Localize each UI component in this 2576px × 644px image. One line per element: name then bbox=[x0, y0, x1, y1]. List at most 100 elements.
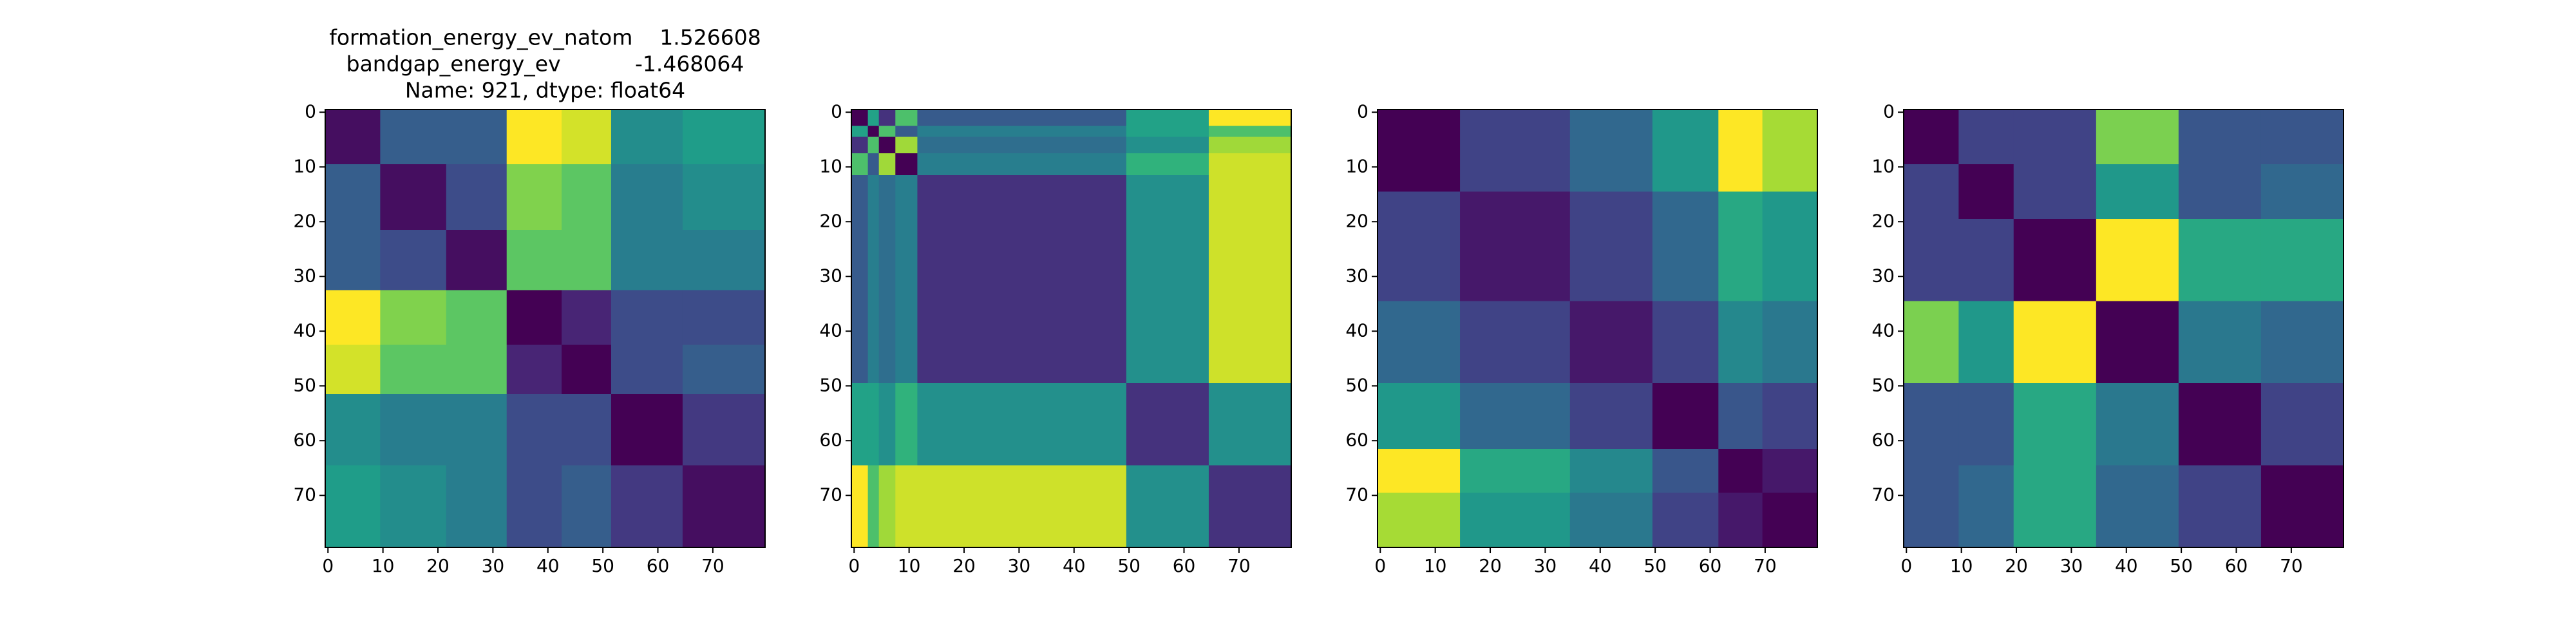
heatmap-cell bbox=[1460, 493, 1571, 548]
heatmap-cell bbox=[1208, 109, 1292, 126]
heatmap-cell bbox=[2260, 164, 2344, 220]
y-tick-label: 60 bbox=[1345, 429, 1368, 450]
heatmap-cell bbox=[867, 109, 880, 126]
heatmap-cell bbox=[1762, 109, 1818, 192]
heatmap-cell bbox=[895, 137, 918, 154]
x-tick-label: 30 bbox=[2060, 555, 2083, 576]
heatmap-cell bbox=[1208, 137, 1292, 154]
y-tick-label: 20 bbox=[819, 210, 842, 231]
heatmap-cell bbox=[1569, 301, 1653, 384]
heatmap-cell bbox=[2096, 219, 2179, 301]
x-tick-label: 70 bbox=[1754, 555, 1777, 576]
heatmap-cell bbox=[2013, 219, 2097, 301]
y-tick-label: 30 bbox=[819, 265, 842, 286]
x-tick-label: 70 bbox=[2280, 555, 2303, 576]
heatmap-cell bbox=[851, 383, 869, 466]
heatmap-cell bbox=[1569, 383, 1653, 450]
heatmap-cell bbox=[1460, 449, 1571, 493]
x-tick-label: 40 bbox=[1589, 555, 1612, 576]
heatmap-cell bbox=[1126, 126, 1209, 137]
y-tick-label: 40 bbox=[819, 319, 842, 341]
y-tick-label: 10 bbox=[293, 155, 316, 176]
heatmap-cell bbox=[1460, 383, 1571, 450]
heatmap-cell bbox=[2096, 383, 2179, 466]
y-tick-label: 10 bbox=[1345, 155, 1368, 176]
heatmap-cell bbox=[562, 394, 612, 466]
heatmap-cell bbox=[878, 465, 896, 548]
heatmap-cell bbox=[878, 383, 896, 466]
y-tick-label: 30 bbox=[1345, 265, 1368, 286]
heatmap-cell bbox=[1718, 449, 1763, 493]
heatmap-cell bbox=[1762, 383, 1818, 450]
axes-frame bbox=[851, 109, 1292, 548]
heatmap-cell bbox=[562, 290, 612, 345]
heatmap-cell bbox=[325, 394, 381, 466]
x-tick-label: 60 bbox=[647, 555, 670, 576]
heatmap-cell bbox=[682, 109, 766, 165]
y-tick-label: 60 bbox=[819, 429, 842, 450]
heatmap-cell bbox=[506, 164, 562, 231]
heatmap-cell bbox=[682, 345, 766, 395]
heatmap-cell bbox=[611, 109, 683, 165]
heatmap-cell bbox=[325, 345, 381, 395]
heatmap-cell bbox=[917, 109, 1127, 126]
heatmap-cell bbox=[380, 345, 447, 395]
y-tick-label: 70 bbox=[1871, 484, 1895, 505]
heatmap-cell bbox=[1652, 383, 1719, 450]
heatmap-cell bbox=[325, 164, 381, 231]
heatmap-cell bbox=[2096, 465, 2179, 548]
y-tick-label: 40 bbox=[1871, 319, 1895, 341]
heatmap-cell bbox=[1762, 191, 1818, 301]
heatmap-cell bbox=[1126, 109, 1209, 126]
x-tick-label: 40 bbox=[1063, 555, 1086, 576]
y-tick-label: 40 bbox=[293, 319, 316, 341]
y-tick-label: 20 bbox=[1871, 210, 1895, 231]
heatmap-cell bbox=[446, 164, 507, 231]
heatmap-cell bbox=[1718, 493, 1763, 548]
heatmap-cell bbox=[562, 109, 612, 165]
heatmap-cell bbox=[506, 290, 562, 345]
axes-frame bbox=[1903, 109, 2344, 548]
heatmap-cell bbox=[2178, 465, 2262, 548]
axes-frame bbox=[325, 109, 766, 548]
heatmap-cell bbox=[878, 137, 896, 154]
heatmap-cell bbox=[1569, 191, 1653, 301]
y-tick-label: 0 bbox=[831, 100, 842, 122]
heatmap-cell bbox=[611, 230, 683, 290]
heatmap-cell bbox=[380, 109, 447, 165]
heatmap-cell bbox=[1718, 383, 1763, 450]
heatmap-cell bbox=[1958, 301, 2014, 384]
heatmap-cell bbox=[917, 126, 1127, 137]
heatmap-cell bbox=[878, 153, 896, 176]
heatmap-cell bbox=[1904, 465, 1959, 548]
heatmap-cell bbox=[325, 109, 381, 165]
x-tick-label: 10 bbox=[898, 555, 921, 576]
x-tick-label: 40 bbox=[2115, 555, 2138, 576]
heatmap-cell bbox=[1762, 493, 1818, 548]
heatmap-cell bbox=[1904, 383, 1959, 466]
heatmap-cell bbox=[1904, 301, 1959, 384]
heatmap-cell bbox=[895, 465, 918, 548]
heatmap-cell bbox=[611, 465, 683, 548]
heatmap-cell bbox=[1208, 126, 1292, 137]
heatmap-cell bbox=[446, 290, 507, 345]
heatmap-cell bbox=[611, 164, 683, 231]
heatmap-cell bbox=[1958, 164, 2014, 220]
heatmap-cell bbox=[2013, 109, 2097, 165]
heatmap-cell bbox=[2096, 301, 2179, 384]
heatmap-cell bbox=[867, 153, 880, 176]
x-tick-label: 60 bbox=[1173, 555, 1196, 576]
heatmap-cell bbox=[1958, 383, 2014, 466]
heatmap-cell bbox=[917, 153, 1127, 176]
heatmap-cell bbox=[1904, 109, 1959, 165]
heatmap-cell bbox=[867, 126, 880, 137]
heatmap-cell bbox=[2260, 383, 2344, 466]
heatmap-cell bbox=[611, 290, 683, 345]
heatmap-cell bbox=[2178, 383, 2262, 466]
x-tick-label: 50 bbox=[1117, 555, 1141, 576]
heatmap-cell bbox=[851, 137, 869, 154]
heatmap-cell bbox=[682, 290, 766, 345]
x-tick-label: 60 bbox=[1699, 555, 1722, 576]
y-tick-label: 10 bbox=[819, 155, 842, 176]
